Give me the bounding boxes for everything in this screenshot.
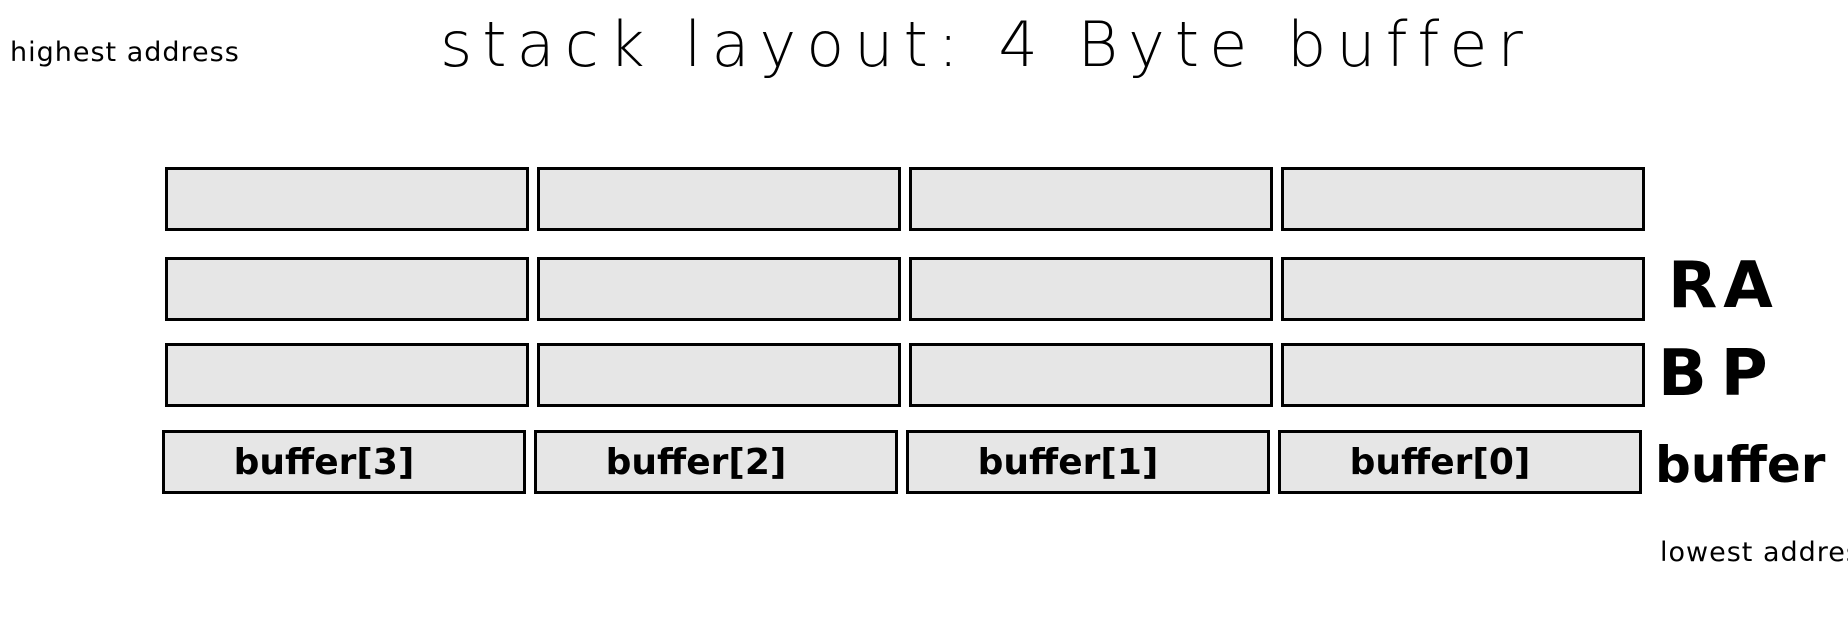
stack-cell [909, 343, 1273, 407]
row-label-ra: RA [1668, 249, 1779, 323]
lowest-address-note: lowest address [1660, 537, 1848, 568]
stack-cell [1281, 257, 1645, 321]
row-label-bp: BP [1658, 337, 1782, 411]
stack-cell [537, 167, 901, 231]
stack-cell [1281, 167, 1645, 231]
stack-row-top [165, 167, 1645, 231]
stack-row-buffer: buffer[3] buffer[2] buffer[1] buffer[0] [162, 430, 1642, 494]
stack-cell [165, 167, 529, 231]
stack-cell [165, 257, 529, 321]
buffer-cell-2: buffer[2] [534, 430, 898, 494]
highest-address-note: highest address [10, 37, 240, 68]
buffer-cell-0: buffer[0] [1278, 430, 1642, 494]
stack-cell [165, 343, 529, 407]
buffer-cell-3: buffer[3] [162, 430, 526, 494]
stack-cell [537, 343, 901, 407]
stack-cell [909, 167, 1273, 231]
stack-row-ra [165, 257, 1645, 321]
buffer-cell-1: buffer[1] [906, 430, 1270, 494]
stack-cell [537, 257, 901, 321]
row-label-buffer: buffer [1655, 436, 1826, 494]
diagram-title: stack layout: 4 Byte buffer [440, 8, 1533, 81]
stack-cell [909, 257, 1273, 321]
stack-cell [1281, 343, 1645, 407]
stack-row-bp [165, 343, 1645, 407]
